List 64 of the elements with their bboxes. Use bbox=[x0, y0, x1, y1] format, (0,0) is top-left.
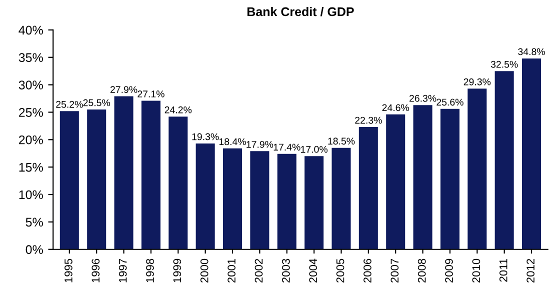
data-label: 17.0% bbox=[301, 146, 328, 153]
chart-title: Bank Credit / GDP bbox=[247, 6, 354, 16]
data-label: 32.5% bbox=[490, 60, 518, 68]
x-tick-label: 2003 bbox=[282, 258, 290, 283]
y-tick-label: 0% bbox=[26, 245, 43, 254]
bar bbox=[494, 71, 514, 250]
x-tick-label: 1997 bbox=[118, 258, 127, 282]
data-label: 24.2% bbox=[164, 106, 192, 114]
data-label: 19.3% bbox=[192, 133, 219, 140]
bar bbox=[440, 108, 460, 250]
data-label: 26.3% bbox=[409, 94, 436, 102]
data-label: 18.4% bbox=[219, 138, 246, 146]
x-tick-label: 2001 bbox=[228, 258, 236, 283]
y-tick-label: 30% bbox=[18, 80, 43, 90]
y-tick-label: 15% bbox=[19, 162, 43, 172]
y-tick-label: 40% bbox=[18, 26, 43, 35]
data-label: 25.6% bbox=[436, 98, 464, 106]
x-tick-label: 1995 bbox=[64, 258, 72, 282]
bar bbox=[413, 105, 432, 250]
y-tick-label: 10% bbox=[19, 190, 43, 200]
data-label: 27.9% bbox=[110, 86, 138, 93]
bar bbox=[468, 88, 487, 250]
x-tick-label: 2005 bbox=[336, 258, 344, 283]
x-tick-label: 2012 bbox=[526, 258, 534, 283]
y-tick-label: 35% bbox=[18, 53, 43, 62]
x-tick-label: 2000 bbox=[200, 258, 208, 283]
data-label: 17.4% bbox=[274, 144, 300, 151]
bar bbox=[168, 116, 188, 250]
x-tick-label: 2002 bbox=[254, 258, 263, 283]
data-label: 25.5% bbox=[83, 99, 110, 106]
bar bbox=[222, 148, 242, 250]
data-label: 17.9% bbox=[246, 140, 274, 148]
data-label: 27.1% bbox=[138, 90, 164, 98]
bar bbox=[386, 114, 406, 250]
x-tick-label: 2008 bbox=[418, 258, 426, 283]
data-label: 29.3% bbox=[464, 78, 491, 86]
bar bbox=[196, 143, 215, 250]
y-tick-label: 20% bbox=[18, 135, 43, 144]
x-tick-label: 1999 bbox=[173, 258, 182, 282]
bar bbox=[358, 127, 378, 250]
bar bbox=[60, 111, 79, 250]
bar bbox=[141, 100, 160, 250]
x-tick-label: 2011 bbox=[499, 258, 508, 282]
x-tick-label: 1996 bbox=[92, 258, 100, 282]
x-tick-label: 2009 bbox=[445, 258, 453, 283]
x-tick-label: 2004 bbox=[309, 258, 318, 283]
data-label: 34.8% bbox=[518, 48, 545, 56]
bar bbox=[250, 151, 270, 250]
data-label: 25.2% bbox=[56, 100, 83, 108]
bar bbox=[304, 156, 324, 250]
bar bbox=[87, 109, 106, 250]
data-label: 22.3% bbox=[355, 116, 382, 124]
x-tick-label: 2006 bbox=[364, 258, 372, 283]
bar bbox=[332, 148, 351, 250]
bar bbox=[114, 96, 134, 250]
bar bbox=[277, 154, 296, 250]
x-tick-label: 2007 bbox=[390, 258, 399, 283]
x-tick-label: 2010 bbox=[472, 258, 480, 283]
y-tick-label: 5% bbox=[26, 218, 43, 227]
y-tick-label: 25% bbox=[18, 108, 43, 117]
data-label: 24.6% bbox=[382, 104, 410, 112]
data-label: 18.5% bbox=[328, 138, 355, 145]
x-tick-label: 1998 bbox=[146, 258, 154, 282]
bar bbox=[522, 58, 542, 250]
